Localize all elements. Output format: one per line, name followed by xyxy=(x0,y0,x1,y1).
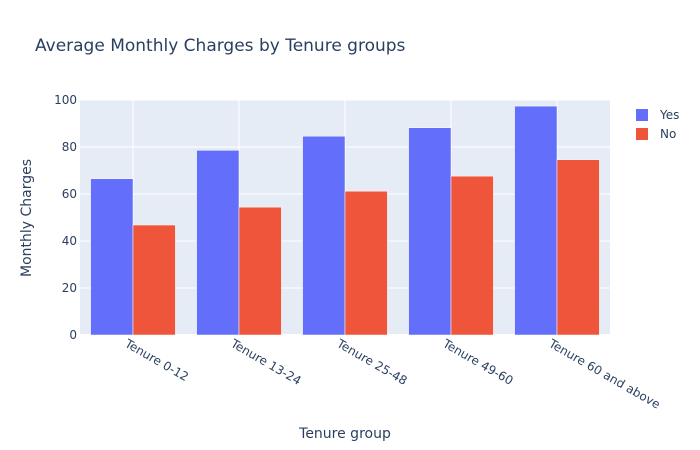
y-tick-label: 100 xyxy=(54,93,77,107)
legend-swatch xyxy=(636,128,648,140)
legend-label: Yes xyxy=(659,108,679,122)
x-tick-label: Tenure 25-48 xyxy=(334,336,410,388)
x-tick-label: Tenure 60 and above xyxy=(546,336,663,412)
y-tick-label: 80 xyxy=(62,140,77,154)
x-axis-ticks: Tenure 0-12 Tenure 13-24 Tenure 25-48 Tenur… xyxy=(122,336,663,412)
y-tick-label: 0 xyxy=(69,328,77,342)
y-axis-title: Monthly Charges xyxy=(19,159,35,277)
y-tick-label: 40 xyxy=(62,234,77,248)
bar-no xyxy=(344,190,388,336)
bar-no xyxy=(450,175,494,336)
bars xyxy=(90,105,600,336)
chart-title: Average Monthly Charges by Tenure groups xyxy=(35,36,406,56)
bar-yes xyxy=(90,178,134,336)
x-tick-label: Tenure 49-60 xyxy=(440,336,516,388)
x-axis-title: Tenure group xyxy=(298,426,391,442)
x-tick-label: Tenure 0-12 xyxy=(122,336,191,384)
x-tick-label: Tenure 13-24 xyxy=(228,336,304,388)
y-axis-ticks: 0 20 40 60 80 100 xyxy=(54,93,77,342)
bar-yes xyxy=(514,105,558,336)
legend-swatch xyxy=(636,109,648,121)
bar-no xyxy=(556,159,600,336)
y-tick-label: 60 xyxy=(62,187,77,201)
bar-yes xyxy=(408,127,452,336)
legend-label: No xyxy=(660,127,676,141)
y-tick-label: 20 xyxy=(62,281,77,295)
bar-yes xyxy=(196,150,240,336)
bar-no xyxy=(238,206,282,336)
bar-no xyxy=(132,224,176,336)
bar-yes xyxy=(302,135,346,336)
legend: Yes No xyxy=(636,108,679,141)
